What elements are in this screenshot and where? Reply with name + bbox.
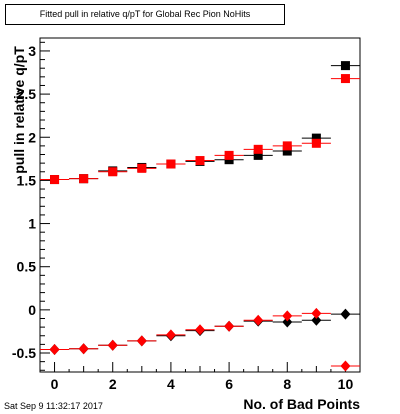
data-point-diamond <box>340 360 351 372</box>
data-point-diamond <box>107 339 118 351</box>
data-point-diamond <box>195 324 205 336</box>
data-point-square <box>282 146 292 156</box>
data-point-square <box>340 61 350 71</box>
y-tick-label: 2.5 <box>17 86 37 102</box>
x-axis-label: No. of Bad Points <box>243 396 360 412</box>
data-point-square <box>50 175 60 185</box>
x-tick-label: 10 <box>338 376 354 392</box>
data-point-square <box>79 174 89 184</box>
x-tick-label: 6 <box>225 376 233 392</box>
data-point-diamond <box>311 314 322 326</box>
data-point-diamond <box>224 320 235 332</box>
data-point-diamond <box>49 344 60 356</box>
data-point-square <box>224 150 234 160</box>
y-tick-label: -0.5 <box>12 345 36 361</box>
data-point-square <box>340 74 350 84</box>
data-point-diamond <box>165 329 176 341</box>
data-point-diamond <box>340 308 351 320</box>
y-tick-label: 1.5 <box>17 172 37 188</box>
plot-frame <box>39 37 361 373</box>
y-tick-label: 3 <box>28 43 36 59</box>
data-point-diamond <box>78 343 89 355</box>
data-point-diamond <box>136 335 147 347</box>
y-tick-label: 1 <box>28 216 36 232</box>
data-point-square <box>311 133 321 143</box>
data-point-square <box>195 156 205 166</box>
data-point-square <box>108 167 118 177</box>
data-point-square <box>311 138 321 148</box>
x-tick-label: 8 <box>283 376 291 392</box>
y-axis-label: pull in relative q/pT <box>11 46 27 174</box>
chart-title: Fitted pull in relative q/pT for Global … <box>39 9 251 19</box>
data-point-square <box>253 144 263 154</box>
data-point-diamond <box>253 314 264 326</box>
x-tick-label: 2 <box>109 376 117 392</box>
data-point-square <box>137 163 147 173</box>
data-point-square <box>282 141 292 151</box>
y-tick-label: 0 <box>28 302 36 318</box>
data-point-diamond <box>282 316 293 328</box>
footer-date: Sat Sep 9 11:32:17 2017 <box>4 401 103 411</box>
y-tick-label: 2 <box>28 129 36 145</box>
x-tick-label: 0 <box>51 376 59 392</box>
x-tick-label: 4 <box>167 376 175 392</box>
data-point-diamond <box>311 307 322 319</box>
y-tick-label: 0.5 <box>17 259 37 275</box>
data-point-diamond <box>282 310 293 322</box>
data-point-square <box>253 150 263 160</box>
data-point-square <box>166 159 176 169</box>
chart-title-box: Fitted pull in relative q/pT for Global … <box>5 4 285 25</box>
